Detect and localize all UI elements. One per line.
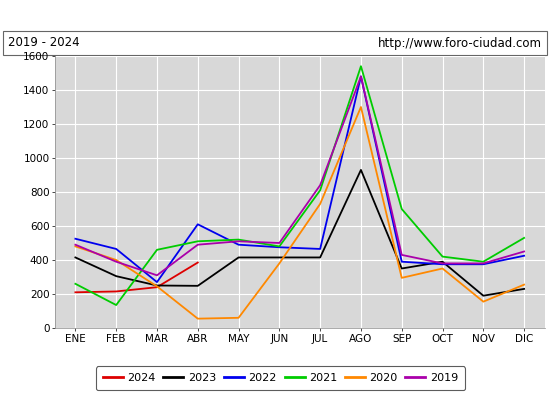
- Legend: 2024, 2023, 2022, 2021, 2020, 2019: 2024, 2023, 2022, 2021, 2020, 2019: [96, 366, 465, 390]
- Text: http://www.foro-ciudad.com: http://www.foro-ciudad.com: [378, 36, 542, 50]
- Text: Evolucion Nº Turistas Nacionales en el municipio de Muíños: Evolucion Nº Turistas Nacionales en el m…: [69, 8, 481, 22]
- Text: 2019 - 2024: 2019 - 2024: [8, 36, 80, 50]
